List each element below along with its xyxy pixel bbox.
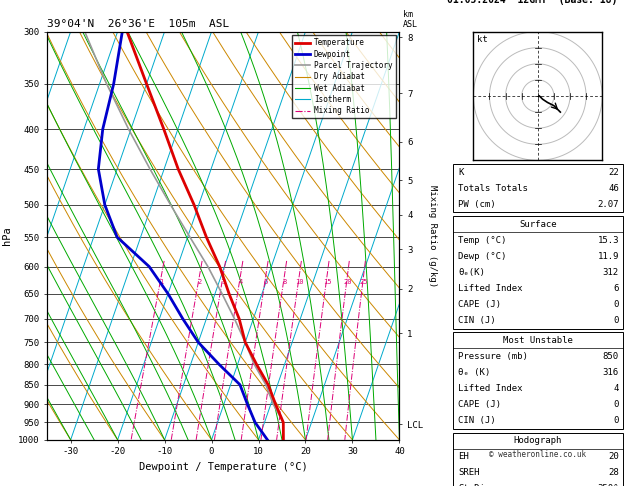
Text: Pressure (mb): Pressure (mb) xyxy=(458,352,528,361)
Text: 2.07: 2.07 xyxy=(598,200,619,209)
Text: 20: 20 xyxy=(608,452,619,461)
Text: © weatheronline.co.uk: © weatheronline.co.uk xyxy=(489,450,586,459)
Text: Totals Totals: Totals Totals xyxy=(458,184,528,193)
Text: CIN (J): CIN (J) xyxy=(458,316,496,325)
Text: 312: 312 xyxy=(603,268,619,277)
X-axis label: Dewpoint / Temperature (°C): Dewpoint / Temperature (°C) xyxy=(139,462,308,472)
Text: Most Unstable: Most Unstable xyxy=(503,336,573,345)
Text: Surface: Surface xyxy=(519,220,557,229)
Text: 0: 0 xyxy=(613,416,619,425)
Text: Dewp (°C): Dewp (°C) xyxy=(458,252,506,261)
Text: 1: 1 xyxy=(159,279,164,285)
Text: 10: 10 xyxy=(295,279,304,285)
Text: 6: 6 xyxy=(264,279,268,285)
Y-axis label: hPa: hPa xyxy=(3,226,13,245)
Text: 350°: 350° xyxy=(598,484,619,486)
Text: kt: kt xyxy=(477,35,488,44)
Text: CAPE (J): CAPE (J) xyxy=(458,300,501,309)
Text: 3: 3 xyxy=(221,279,225,285)
Text: 25: 25 xyxy=(359,279,368,285)
Text: StmDir: StmDir xyxy=(458,484,490,486)
Text: 316: 316 xyxy=(603,368,619,377)
Text: Temp (°C): Temp (°C) xyxy=(458,236,506,245)
Y-axis label: Mixing Ratio (g/kg): Mixing Ratio (g/kg) xyxy=(428,185,437,287)
Text: CAPE (J): CAPE (J) xyxy=(458,400,501,409)
Text: CIN (J): CIN (J) xyxy=(458,416,496,425)
Text: 4: 4 xyxy=(613,384,619,393)
Text: SREH: SREH xyxy=(458,468,479,477)
Text: 6: 6 xyxy=(613,284,619,293)
Text: 850: 850 xyxy=(603,352,619,361)
Text: Lifted Index: Lifted Index xyxy=(458,284,523,293)
Text: 8: 8 xyxy=(282,279,287,285)
Text: 46: 46 xyxy=(608,184,619,193)
Text: km
ASL: km ASL xyxy=(403,10,418,29)
Text: θₑ(K): θₑ(K) xyxy=(458,268,485,277)
Text: 0: 0 xyxy=(613,316,619,325)
Text: 22: 22 xyxy=(608,168,619,177)
Text: K: K xyxy=(458,168,464,177)
Text: 15: 15 xyxy=(323,279,331,285)
Text: EH: EH xyxy=(458,452,469,461)
Text: 0: 0 xyxy=(613,300,619,309)
Text: 0: 0 xyxy=(613,400,619,409)
Text: 20: 20 xyxy=(343,279,352,285)
Text: 15.3: 15.3 xyxy=(598,236,619,245)
Text: 11.9: 11.9 xyxy=(598,252,619,261)
Text: Lifted Index: Lifted Index xyxy=(458,384,523,393)
Text: PW (cm): PW (cm) xyxy=(458,200,496,209)
Legend: Temperature, Dewpoint, Parcel Trajectory, Dry Adiabat, Wet Adiabat, Isotherm, Mi: Temperature, Dewpoint, Parcel Trajectory… xyxy=(292,35,396,118)
Text: 28: 28 xyxy=(608,468,619,477)
Text: 39°04'N  26°36'E  105m  ASL: 39°04'N 26°36'E 105m ASL xyxy=(47,19,230,30)
Text: θₑ (K): θₑ (K) xyxy=(458,368,490,377)
Text: Hodograph: Hodograph xyxy=(514,436,562,445)
Text: 2: 2 xyxy=(198,279,202,285)
Text: 4: 4 xyxy=(238,279,243,285)
Text: 01.05.2024  12GMT  (Base: 18): 01.05.2024 12GMT (Base: 18) xyxy=(447,0,617,5)
